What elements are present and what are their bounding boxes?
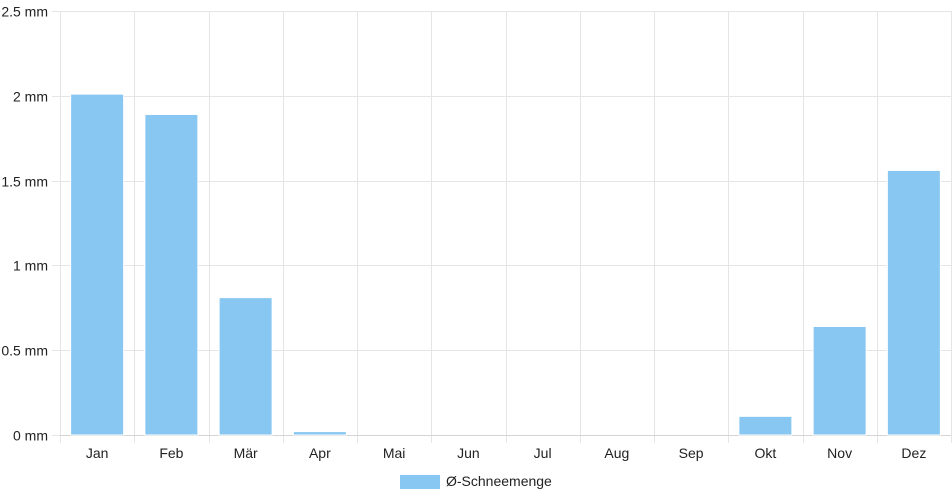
y-tick-label: 2.5 mm [1, 4, 48, 20]
x-tick-label: Dez [901, 445, 926, 461]
x-tick-label: Okt [754, 445, 776, 461]
x-tick-label: Nov [827, 445, 852, 461]
legend-label: Ø-Schneemenge [446, 473, 552, 489]
x-tick-label: Sep [679, 445, 704, 461]
bar-feb[interactable] [144, 113, 199, 436]
bar-series [70, 93, 941, 436]
y-tick-label: 0 mm [13, 428, 48, 444]
x-tick-label: Feb [159, 445, 183, 461]
bar-dez[interactable] [886, 169, 941, 436]
legend[interactable]: Ø-Schneemenge [400, 473, 552, 489]
bar-apr[interactable] [292, 431, 347, 436]
x-tick-label: Mär [234, 445, 258, 461]
y-tick-label: 2 mm [13, 89, 48, 105]
y-tick-label: 1.5 mm [1, 174, 48, 190]
y-tick-label: 0.5 mm [1, 343, 48, 359]
x-tick-label: Jun [457, 445, 480, 461]
legend-swatch [400, 475, 440, 489]
y-tick-label: 1 mm [13, 258, 48, 274]
bar-okt[interactable] [738, 415, 793, 436]
x-tick-label: Aug [604, 445, 629, 461]
x-axis: Jan Feb Mär Apr Mai Jun Jul Aug Sep Okt Nov Dez [86, 445, 926, 461]
bar-mär[interactable] [218, 297, 273, 436]
y-axis: 0 mm 0.5 mm 1 mm 1.5 mm 2 mm 2.5 mm [1, 4, 48, 444]
x-tick-label: Apr [309, 445, 331, 461]
bar-jan[interactable] [70, 93, 125, 436]
x-tick-label: Jul [534, 445, 552, 461]
x-tick-label: Mai [383, 445, 406, 461]
x-tick-label: Jan [86, 445, 109, 461]
bar-nov[interactable] [812, 325, 867, 436]
